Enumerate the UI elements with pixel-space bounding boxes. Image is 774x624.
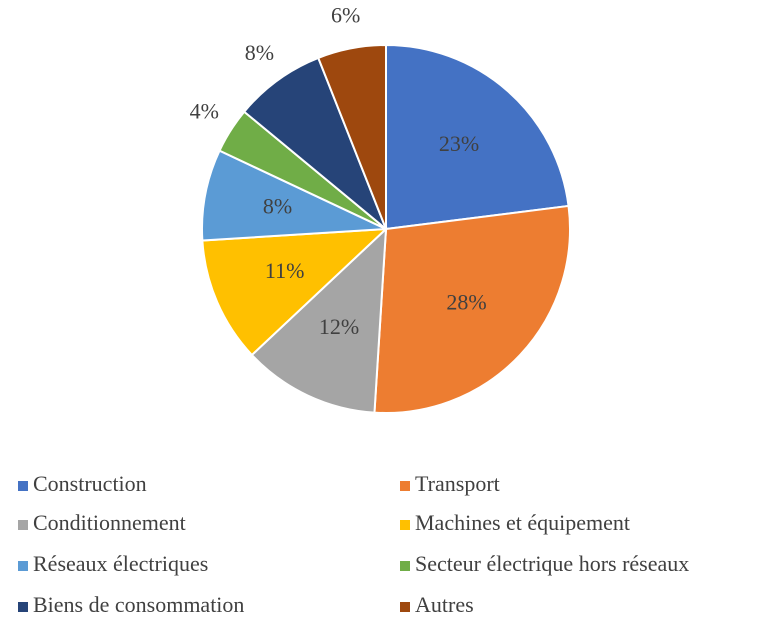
- legend-label: Secteur électrique hors réseaux: [415, 551, 689, 576]
- legend-swatch: [18, 602, 28, 612]
- pie-slice: [201, 149, 387, 242]
- legend-swatch: [400, 520, 410, 530]
- pie-slice: [201, 227, 389, 357]
- legend-label: Réseaux électriques: [33, 551, 208, 576]
- data-label: 8%: [245, 40, 274, 65]
- pie-slice: [250, 226, 388, 414]
- legend-label: Machines et équipement: [415, 510, 630, 535]
- legend-swatch: [400, 561, 410, 571]
- legend-label: Construction: [33, 471, 147, 496]
- legend-swatch: [18, 520, 28, 530]
- data-label: 28%: [446, 290, 486, 315]
- legend-label: Transport: [415, 471, 500, 496]
- legend-label: Biens de consommation: [33, 592, 244, 617]
- legend-swatch: [400, 602, 410, 612]
- data-label: 4%: [190, 99, 219, 124]
- pie-slice: [242, 56, 387, 230]
- data-label: 23%: [439, 131, 479, 156]
- legend-swatch: [400, 481, 410, 491]
- pie-slice: [385, 43, 570, 231]
- data-label: 11%: [265, 258, 305, 283]
- data-label: 12%: [319, 314, 359, 339]
- data-label: 8%: [263, 193, 292, 218]
- legend-label: Autres: [415, 592, 474, 617]
- legend-swatch: [18, 481, 28, 491]
- pie-slice: [316, 43, 387, 230]
- legend-swatch: [18, 561, 28, 571]
- pie-slice: [373, 204, 571, 414]
- legend-label: Conditionnement: [33, 510, 186, 535]
- data-label: 6%: [331, 3, 360, 28]
